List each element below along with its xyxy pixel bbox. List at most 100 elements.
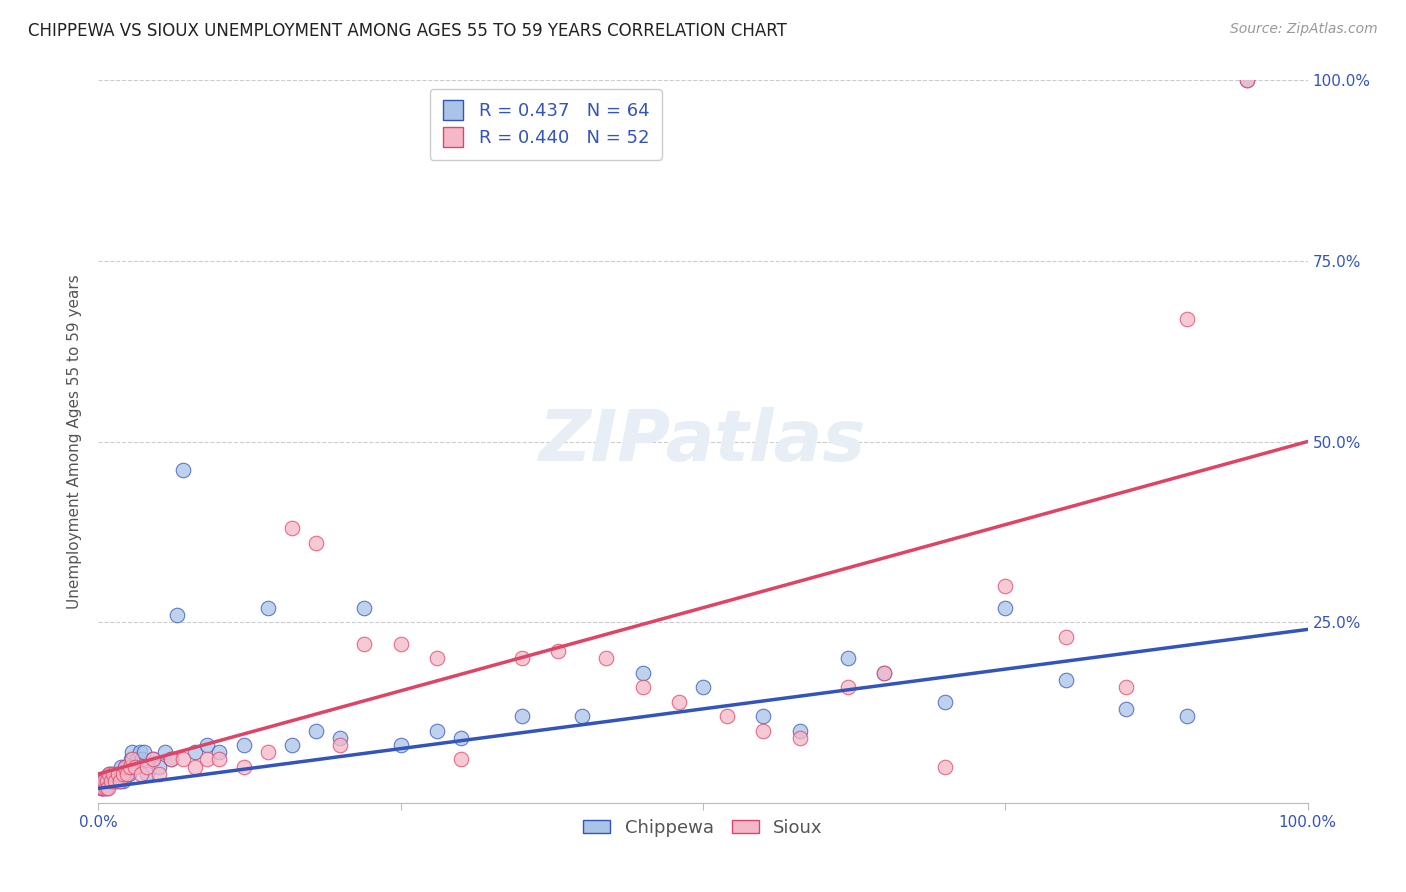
Point: [160, 752, 183, 766]
Point: [389, 637, 412, 651]
Point: [510, 651, 533, 665]
Point: [112, 767, 135, 781]
Point: [571, 709, 593, 723]
Point: [789, 723, 811, 738]
Point: [1236, 73, 1258, 87]
Point: [281, 521, 304, 535]
Point: [115, 767, 138, 781]
Point: [96, 781, 118, 796]
Point: [934, 695, 956, 709]
Point: [450, 752, 472, 766]
Point: [111, 767, 134, 781]
Point: [329, 731, 352, 745]
Point: [117, 760, 139, 774]
Point: [124, 760, 146, 774]
Point: [353, 637, 375, 651]
Point: [329, 738, 352, 752]
Point: [232, 760, 254, 774]
Point: [153, 745, 176, 759]
Point: [305, 723, 328, 738]
Point: [184, 760, 207, 774]
Point: [837, 680, 859, 694]
Point: [184, 745, 207, 759]
Text: Source: ZipAtlas.com: Source: ZipAtlas.com: [1230, 22, 1378, 37]
Point: [117, 767, 139, 781]
Point: [353, 600, 375, 615]
Point: [631, 680, 654, 694]
Point: [142, 752, 165, 766]
Point: [305, 535, 328, 549]
Point: [1236, 73, 1258, 87]
Point: [100, 774, 122, 789]
Point: [127, 752, 149, 766]
Point: [547, 644, 569, 658]
Point: [100, 767, 122, 781]
Point: [256, 600, 278, 615]
Point: [1175, 311, 1198, 326]
Point: [1115, 680, 1137, 694]
Point: [124, 760, 146, 774]
Point: [94, 774, 117, 789]
Point: [93, 781, 115, 796]
Point: [716, 709, 738, 723]
Point: [389, 738, 412, 752]
Point: [426, 723, 449, 738]
Point: [134, 745, 156, 759]
Point: [752, 723, 775, 738]
Point: [160, 752, 183, 766]
Point: [873, 665, 896, 680]
Point: [97, 774, 120, 789]
Point: [789, 731, 811, 745]
Point: [837, 651, 859, 665]
Point: [104, 774, 127, 789]
Point: [595, 651, 617, 665]
Point: [450, 731, 472, 745]
Point: [98, 767, 121, 781]
Text: CHIPPEWA VS SIOUX UNEMPLOYMENT AMONG AGES 55 TO 59 YEARS CORRELATION CHART: CHIPPEWA VS SIOUX UNEMPLOYMENT AMONG AGE…: [28, 22, 787, 40]
Point: [934, 760, 956, 774]
Point: [510, 709, 533, 723]
Point: [121, 745, 143, 759]
Point: [1115, 702, 1137, 716]
Point: [1054, 673, 1077, 687]
Point: [208, 745, 231, 759]
Point: [111, 774, 134, 789]
Point: [110, 760, 132, 774]
Point: [121, 752, 143, 766]
Text: ZIPatlas: ZIPatlas: [540, 407, 866, 476]
Point: [128, 745, 150, 759]
Point: [148, 760, 170, 774]
Point: [994, 579, 1017, 593]
Point: [108, 774, 131, 789]
Point: [752, 709, 775, 723]
Point: [256, 745, 278, 759]
Point: [131, 752, 153, 766]
Point: [90, 781, 112, 796]
Point: [135, 767, 157, 781]
Point: [107, 767, 129, 781]
Point: [91, 781, 114, 796]
Point: [118, 760, 141, 774]
Legend: Chippewa, Sioux: Chippewa, Sioux: [576, 812, 830, 845]
Point: [91, 781, 114, 796]
Point: [97, 781, 120, 796]
Point: [873, 665, 896, 680]
Point: [232, 738, 254, 752]
Point: [101, 767, 124, 781]
Point: [91, 774, 114, 789]
Point: [281, 738, 304, 752]
Point: [101, 774, 124, 789]
Point: [148, 767, 170, 781]
Point: [108, 774, 131, 789]
Point: [135, 760, 157, 774]
Point: [114, 760, 136, 774]
Point: [195, 738, 218, 752]
Point: [208, 752, 231, 766]
Point: [1175, 709, 1198, 723]
Point: [98, 767, 121, 781]
Point: [105, 774, 128, 789]
Point: [994, 600, 1017, 615]
Point: [692, 680, 714, 694]
Point: [118, 760, 141, 774]
Point: [100, 774, 122, 789]
